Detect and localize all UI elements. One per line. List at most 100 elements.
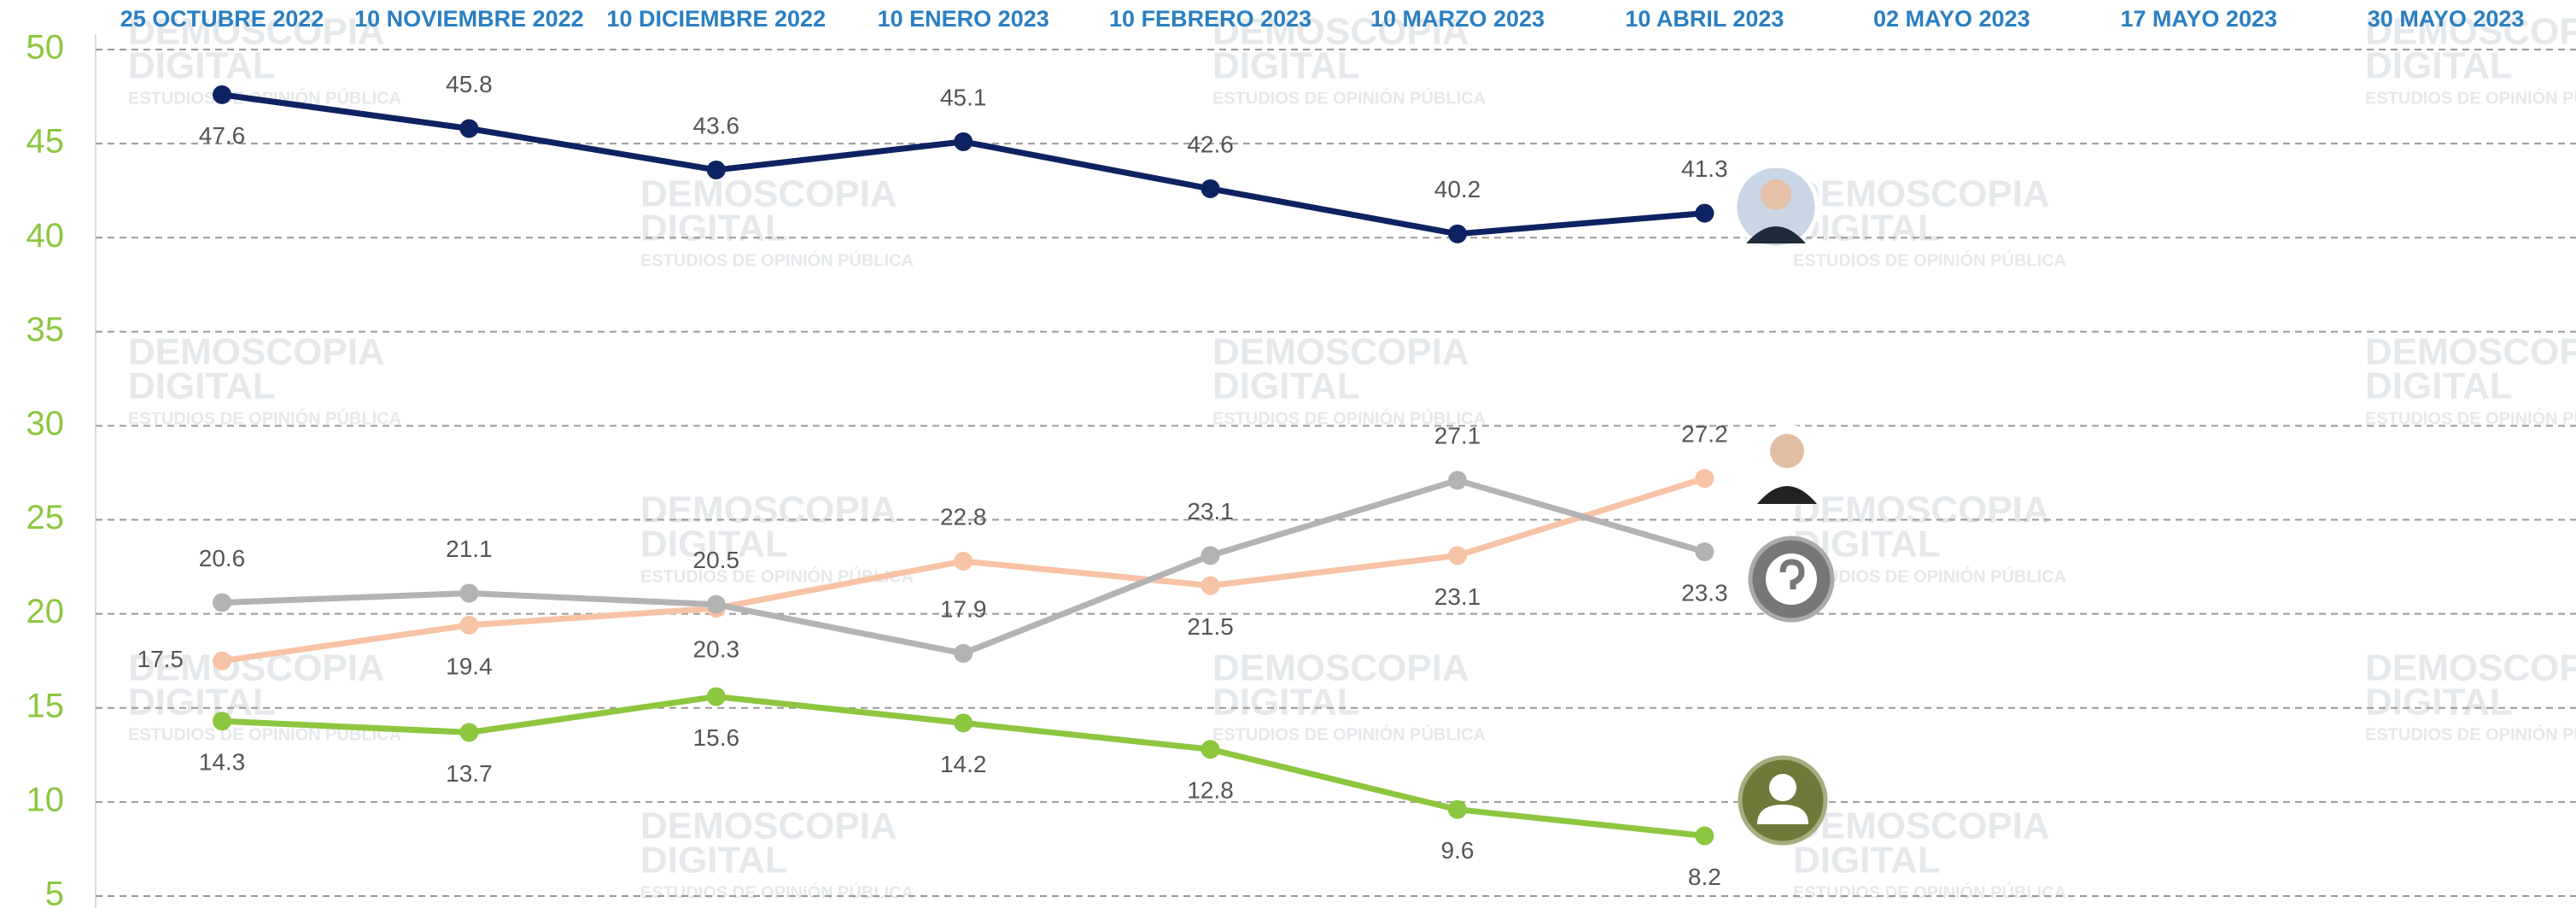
x-tick-label: 30 MAYO 2023: [2368, 6, 2525, 32]
avatars: [1732, 163, 1835, 846]
x-tick-label: 10 FEBRERO 2023: [1109, 6, 1311, 32]
data-label: 40.2: [1434, 176, 1481, 202]
watermark: ESTUDIOS DE OPINIÓN PÚBLICA: [1793, 882, 2066, 902]
point: [459, 583, 479, 603]
x-tick-label: 10 ENERO 2023: [878, 6, 1049, 32]
data-label: 23.1: [1434, 583, 1481, 610]
x-tick-label: 10 DICIEMBRE 2022: [606, 6, 826, 32]
point: [1695, 469, 1714, 489]
point: [459, 119, 479, 138]
watermark: DEMOSCOPIA: [128, 331, 385, 373]
watermark: DEMOSCOPIA: [640, 173, 897, 215]
point: [1695, 203, 1714, 223]
watermark: DIGITAL: [2365, 366, 2513, 407]
watermark: ESTUDIOS DE OPINIÓN PÚBLICA: [2365, 407, 2576, 428]
data-label: 17.5: [137, 646, 184, 672]
question-mark: [1779, 559, 1805, 589]
watermark: DIGITAL: [640, 208, 788, 249]
y-tick-label: 5: [45, 876, 64, 908]
y-tick-label: 15: [26, 687, 65, 724]
watermark: DEMOSCOPIA: [1212, 331, 1469, 373]
watermark: DIGITAL: [640, 524, 788, 565]
point: [954, 132, 973, 151]
data-label: 20.3: [693, 636, 740, 662]
x-tick-label: 02 MAYO 2023: [1873, 6, 2030, 32]
y-tick-label: 20: [26, 593, 65, 630]
point: [1448, 800, 1467, 819]
data-label: 17.9: [940, 595, 987, 622]
data-label: 43.6: [693, 112, 740, 138]
watermark: ESTUDIOS DE OPINIÓN PÚBLICA: [2365, 723, 2576, 744]
watermark: DIGITAL: [128, 366, 276, 407]
y-tick-label: 45: [26, 123, 65, 161]
point: [1200, 576, 1220, 595]
watermark: ESTUDIOS DE OPINIÓN PÚBLICA: [640, 249, 914, 270]
watermark: DIGITAL: [1212, 682, 1360, 723]
data-label: 8.2: [1688, 864, 1721, 890]
x-tick-label: 25 OCTUBRE 2022: [120, 6, 324, 32]
watermark: DEMOSCOPIA: [640, 489, 897, 531]
point: [213, 85, 231, 104]
data-label: 22.8: [940, 503, 987, 530]
avatar-body: [1746, 226, 1806, 243]
watermark: DEMOSCOPIA: [640, 805, 897, 847]
point: [1448, 224, 1467, 243]
data-label: 15.6: [693, 724, 740, 751]
data-label: 13.7: [446, 760, 493, 787]
point: [213, 651, 231, 671]
series: 47.6 45.8 43.6 45.1 42.6 40.2 41.3 17.5 19.4 20.3…: [137, 71, 1728, 890]
data-label: 27.1: [1434, 423, 1481, 449]
watermark: ESTUDIOS DE OPINIÓN PÚBLICA: [2365, 87, 2576, 108]
x-tick-label: 10 MARZO 2023: [1370, 6, 1545, 32]
data-label: 23.3: [1681, 579, 1728, 606]
avatar-face: [1770, 434, 1804, 468]
watermark: ESTUDIOS DE OPINIÓN PÚBLICA: [640, 565, 914, 586]
watermark: DEMOSCOPIA: [1793, 489, 2050, 531]
point: [706, 595, 726, 614]
point: [1200, 740, 1220, 759]
point: [213, 593, 231, 612]
avatar-icon: [1757, 805, 1808, 824]
avatar-icon: [1766, 554, 1817, 605]
watermark: DIGITAL: [2365, 45, 2513, 87]
watermark: DIGITAL: [128, 45, 276, 87]
watermark: DIGITAL: [128, 682, 276, 723]
point: [1695, 542, 1714, 561]
point: [213, 712, 231, 731]
point: [706, 160, 726, 179]
watermark: DEMOSCOPIA: [1212, 11, 1469, 53]
watermark: DIGITAL: [1793, 840, 1941, 882]
watermark: DEMOSCOPIA: [128, 11, 385, 53]
point: [1448, 546, 1467, 565]
data-label: 9.6: [1441, 837, 1475, 864]
watermark: DEMOSCOPIA: [2365, 331, 2576, 373]
watermark: DEMOSCOPIA: [1212, 647, 1469, 689]
watermark: ESTUDIOS DE OPINIÓN PÚBLICA: [1793, 565, 2066, 586]
data-label: 27.2: [1681, 420, 1728, 447]
watermark: ESTUDIOS DE OPINIÓN PÚBLICA: [1212, 723, 1486, 744]
avatar-body: [1757, 486, 1817, 504]
point: [459, 615, 479, 635]
watermark: ESTUDIOS DE OPINIÓN PÚBLICA: [128, 407, 401, 428]
data-label: 41.3: [1681, 155, 1728, 182]
watermark: DIGITAL: [640, 840, 788, 882]
data-label: 47.6: [199, 122, 246, 149]
watermark: DEMOSCOPIA: [2365, 647, 2576, 689]
watermark: DIGITAL: [1212, 45, 1360, 87]
y-tick-label: 40: [26, 217, 65, 255]
data-label: 21.1: [446, 536, 493, 562]
watermark: ESTUDIOS DE OPINIÓN PÚBLICA: [1212, 407, 1486, 428]
point: [1448, 471, 1467, 490]
avatar-icon: [1769, 774, 1796, 801]
x-tick-label: 10 ABRIL 2023: [1625, 6, 1784, 32]
series-line: [221, 91, 1705, 237]
point: [1695, 826, 1714, 846]
data-label: 21.5: [1187, 613, 1234, 640]
data-label: 19.4: [446, 653, 493, 679]
data-label: 20.5: [693, 547, 740, 573]
watermark: ESTUDIOS DE OPINIÓN PÚBLICA: [1212, 87, 1486, 108]
watermark: DIGITAL: [1212, 366, 1360, 407]
y-tick-label: 35: [26, 311, 65, 349]
